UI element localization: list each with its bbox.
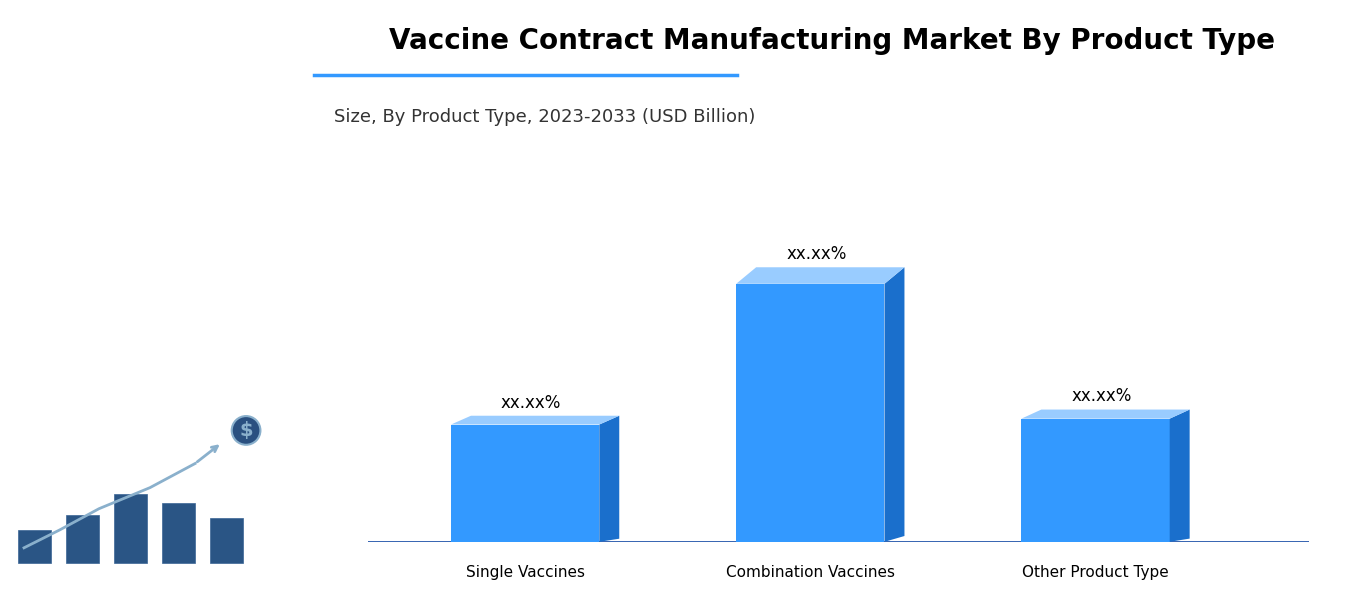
Text: xx.xx%: xx.xx% (786, 245, 847, 263)
Text: (2023 – 2033): (2023 – 2033) (91, 390, 209, 405)
Text: Single Vaccines: Single Vaccines (465, 565, 585, 580)
Text: Vaccine Contract Manufacturing Market By Product Type: Vaccine Contract Manufacturing Market By… (389, 27, 1275, 55)
Text: Other Product Type: Other Product Type (1022, 565, 1169, 580)
FancyBboxPatch shape (18, 530, 50, 563)
Text: xx.xx%: xx.xx% (1071, 388, 1132, 405)
Text: xx.xx%: xx.xx% (501, 394, 562, 412)
Text: Size, By Product Type, 2023-2033 (USD Billion): Size, By Product Type, 2023-2033 (USD Bi… (334, 108, 756, 126)
FancyBboxPatch shape (65, 515, 100, 563)
Polygon shape (1022, 418, 1170, 542)
FancyBboxPatch shape (210, 518, 243, 563)
Text: Infinity: Infinity (102, 57, 198, 81)
Text: Total Market Size: Total Market Size (76, 231, 224, 245)
FancyBboxPatch shape (115, 494, 147, 563)
Text: ∞: ∞ (143, 30, 157, 48)
Text: MARKET RESEARCH: MARKET RESEARCH (113, 89, 187, 98)
Polygon shape (737, 284, 884, 542)
Polygon shape (599, 416, 619, 542)
Text: CAGR: CAGR (127, 363, 173, 377)
Text: USD Billion in 2023: USD Billion in 2023 (68, 259, 232, 273)
Text: Combination Vaccines: Combination Vaccines (726, 565, 895, 580)
Polygon shape (451, 416, 619, 424)
Text: $: $ (239, 421, 252, 440)
FancyBboxPatch shape (162, 503, 195, 563)
Polygon shape (451, 424, 599, 542)
Polygon shape (1022, 409, 1189, 418)
Text: 3.1: 3.1 (116, 176, 184, 215)
Polygon shape (884, 267, 904, 542)
Text: 10.6%: 10.6% (87, 311, 213, 345)
Polygon shape (1170, 409, 1189, 542)
Polygon shape (737, 267, 904, 284)
